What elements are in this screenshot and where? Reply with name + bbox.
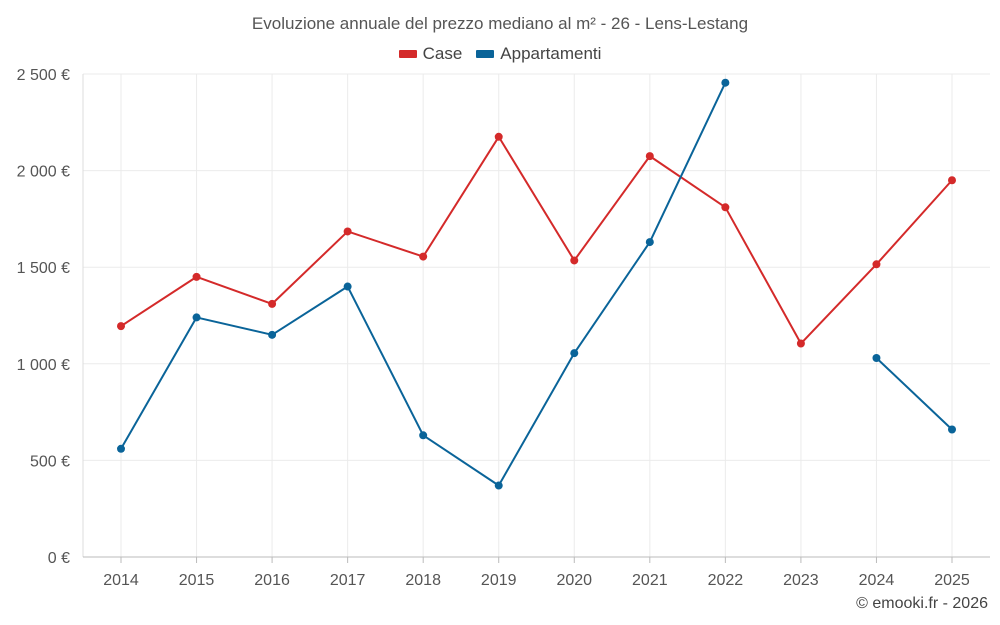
data-point-case-2016 bbox=[268, 299, 277, 308]
x-tick-label: 2020 bbox=[556, 572, 592, 589]
y-tick-label: 500 € bbox=[30, 453, 70, 470]
data-point-case-2021 bbox=[645, 152, 654, 161]
data-point-appartamenti-2025 bbox=[948, 425, 956, 434]
data-point-appartamenti-2024 bbox=[872, 354, 881, 363]
data-point-case-2015 bbox=[192, 272, 201, 281]
legend-swatch-appartamenti bbox=[476, 50, 495, 58]
x-tick-label: 2022 bbox=[708, 572, 744, 589]
data-point-appartamenti-2018 bbox=[419, 431, 428, 440]
x-tick-label: 2016 bbox=[254, 572, 290, 589]
data-point-case-2020 bbox=[570, 256, 579, 265]
legend-label-appartamenti: Appartamenti bbox=[500, 44, 602, 63]
x-tick-label: 2018 bbox=[405, 572, 441, 589]
x-tick-label: 2021 bbox=[632, 572, 668, 589]
data-point-appartamenti-2015 bbox=[192, 313, 201, 322]
data-point-appartamenti-2017 bbox=[343, 282, 352, 291]
x-tick-label: 2015 bbox=[179, 572, 215, 589]
legend: Case Appartamenti bbox=[0, 44, 1000, 64]
x-tick-label: 2023 bbox=[783, 572, 819, 589]
data-point-appartamenti-2019 bbox=[494, 481, 503, 490]
legend-item-case[interactable]: Case bbox=[398, 44, 463, 64]
data-point-case-2017 bbox=[343, 227, 352, 236]
y-tick-label: 0 € bbox=[48, 550, 70, 567]
data-point-case-2023 bbox=[796, 339, 805, 348]
x-tick-label: 2014 bbox=[103, 572, 139, 589]
data-point-appartamenti-2022 bbox=[721, 78, 730, 87]
data-point-appartamenti-2020 bbox=[570, 349, 579, 358]
chart-title: Evoluzione annuale del prezzo mediano al… bbox=[251, 14, 749, 33]
credit-text: © emooki.fr - 2026 bbox=[856, 595, 988, 612]
series-line-case bbox=[120, 135, 953, 345]
data-point-case-2019 bbox=[494, 132, 503, 141]
y-tick-label: 1 500 € bbox=[17, 260, 70, 277]
x-tick-label: 2019 bbox=[481, 572, 517, 589]
legend-swatch-case bbox=[398, 50, 417, 58]
data-point-appartamenti-2014 bbox=[117, 444, 125, 453]
y-tick-label: 2 000 € bbox=[17, 164, 70, 181]
y-tick-label: 1 000 € bbox=[17, 357, 70, 374]
data-point-appartamenti-2016 bbox=[268, 330, 277, 339]
series-line-appartamenti bbox=[875, 357, 953, 431]
x-tick-label: 2024 bbox=[859, 572, 895, 589]
y-tick-label: 2 500 € bbox=[17, 67, 70, 84]
data-point-case-2014 bbox=[117, 322, 125, 331]
data-point-case-2025 bbox=[948, 176, 956, 185]
data-point-case-2024 bbox=[872, 260, 881, 269]
legend-item-appartamenti[interactable]: Appartamenti bbox=[476, 44, 601, 64]
data-point-case-2018 bbox=[419, 252, 428, 261]
data-point-case-2022 bbox=[721, 203, 730, 212]
legend-label-case: Case bbox=[422, 44, 463, 63]
x-tick-label: 2017 bbox=[330, 572, 366, 589]
x-tick-label: 2025 bbox=[934, 572, 970, 589]
data-point-appartamenti-2021 bbox=[645, 238, 654, 247]
